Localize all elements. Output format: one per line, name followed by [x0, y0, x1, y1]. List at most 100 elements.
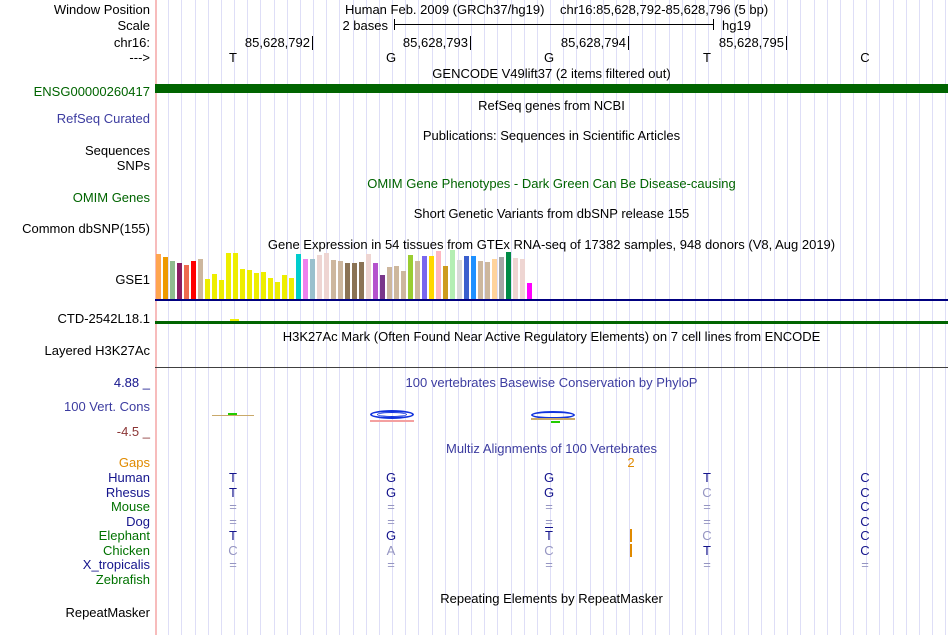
gtex-tissue-bar[interactable]: [436, 251, 441, 299]
direction-arrow: --->: [129, 50, 150, 65]
sequence-base: C: [860, 50, 870, 65]
gtex-tissue-bar[interactable]: [394, 266, 399, 299]
gencode-gene-label[interactable]: ENSG00000260417: [33, 84, 150, 99]
gtex-tissue-bar[interactable]: [247, 270, 252, 299]
multiz-aligned-base: =: [545, 557, 553, 572]
gtex-tissue-bar[interactable]: [240, 269, 245, 299]
gtex-tissue-bar[interactable]: [177, 263, 182, 299]
phylop-track-label[interactable]: 100 Vert. Cons: [64, 399, 150, 414]
gtex-tissue-bar[interactable]: [303, 259, 308, 299]
chrom-label[interactable]: chr16:: [113, 35, 150, 50]
gtex-tissue-bar[interactable]: [184, 265, 189, 299]
gtex-tissue-bar[interactable]: [268, 278, 273, 299]
multiz-species-label[interactable]: X_tropicalis: [82, 557, 150, 572]
gtex-tissue-bar[interactable]: [282, 275, 287, 299]
gtex-tissue-bar[interactable]: [408, 255, 413, 299]
gtex-tissue-bar[interactable]: [310, 259, 315, 299]
gtex-tissue-bar[interactable]: [520, 259, 525, 299]
gtex-tissue-bar[interactable]: [331, 260, 336, 299]
gtex-gene-label[interactable]: GSE1: [115, 272, 150, 287]
multiz-aligned-base: T: [703, 470, 711, 485]
gtex-tissue-bar[interactable]: [352, 263, 357, 299]
gtex-tissue-bar[interactable]: [429, 256, 434, 299]
snps-track-label[interactable]: SNPs: [116, 158, 150, 173]
multiz-track-title: Multiz Alignments of 100 Vertebrates: [445, 441, 657, 456]
gtex-tissue-bar[interactable]: [156, 254, 161, 299]
multiz-species-label[interactable]: Zebrafish: [95, 572, 150, 587]
multiz-species-label[interactable]: Dog: [126, 514, 150, 529]
grid-guideline: [471, 0, 473, 635]
multiz-species-label[interactable]: Mouse: [110, 499, 150, 514]
refseq-track-label[interactable]: RefSeq Curated: [56, 111, 150, 126]
gtex-tissue-bar[interactable]: [198, 259, 203, 299]
multiz-species-label[interactable]: Chicken: [103, 543, 150, 558]
ctd-transcript-line[interactable]: [155, 321, 948, 324]
grid-guideline: [168, 0, 170, 635]
gtex-tissue-bar[interactable]: [492, 259, 497, 299]
gtex-tissue-bar[interactable]: [233, 253, 238, 299]
gtex-tissue-bar[interactable]: [387, 267, 392, 299]
h3k27ac-track-label[interactable]: Layered H3K27Ac: [44, 343, 150, 358]
gtex-tissue-bar[interactable]: [261, 272, 266, 299]
gtex-tissue-bar[interactable]: [373, 263, 378, 299]
gtex-tissue-bar[interactable]: [275, 282, 280, 299]
scale-bar-right-tick: [713, 19, 714, 30]
gtex-tissue-bar[interactable]: [380, 275, 385, 299]
sequences-track-label[interactable]: Sequences: [84, 143, 150, 158]
dbsnp-track-label[interactable]: Common dbSNP(155): [22, 221, 150, 236]
gtex-tissue-bar[interactable]: [506, 252, 511, 299]
gtex-tissue-bar[interactable]: [254, 273, 259, 299]
gtex-tissue-bar[interactable]: [527, 283, 532, 299]
gtex-tissue-bar[interactable]: [513, 258, 518, 299]
grid-guideline: [220, 0, 222, 635]
gtex-tissue-bar[interactable]: [366, 254, 371, 299]
multiz-species-label[interactable]: Rhesus: [105, 485, 150, 500]
repeatmasker-track-label[interactable]: RepeatMasker: [65, 605, 150, 620]
gtex-tissue-bar[interactable]: [457, 260, 462, 299]
phylop-track-title: 100 vertebrates Basewise Conservation by…: [405, 375, 698, 390]
gtex-tissue-bar[interactable]: [345, 263, 350, 299]
gtex-tissue-bar[interactable]: [464, 256, 469, 299]
gtex-tissue-bar[interactable]: [163, 257, 168, 299]
gtex-tissue-bar[interactable]: [450, 250, 455, 299]
ctd-transcript-label[interactable]: CTD-2542L18.1: [57, 311, 151, 326]
multiz-gaps-label[interactable]: Gaps: [118, 455, 150, 470]
grid-guideline: [352, 0, 354, 635]
multiz-aligned-base: C: [544, 543, 554, 558]
gtex-tissue-bar[interactable]: [226, 253, 231, 299]
gtex-tissue-bar[interactable]: [317, 255, 322, 299]
assembly-title: Human Feb. 2009 (GRCh37/hg19): [345, 2, 545, 17]
gtex-tissue-bar[interactable]: [219, 280, 224, 299]
grid-guideline: [405, 0, 407, 635]
ruler-tick: [628, 36, 629, 50]
gtex-tissue-bar[interactable]: [499, 257, 504, 299]
gtex-tissue-bar[interactable]: [478, 261, 483, 299]
gencode-gene-bar[interactable]: [155, 84, 948, 93]
gtex-tissue-bar[interactable]: [324, 253, 329, 299]
grid-guideline: [747, 0, 749, 635]
omim-track-label[interactable]: OMIM Genes: [72, 190, 150, 205]
phylop-mark-1-line: [212, 415, 254, 416]
gtex-tissue-bar[interactable]: [338, 261, 343, 299]
gtex-tissue-bar[interactable]: [289, 278, 294, 299]
gtex-tissue-bar[interactable]: [485, 262, 490, 299]
gtex-tissue-bar[interactable]: [296, 254, 301, 299]
multiz-species-label[interactable]: Elephant: [98, 528, 150, 543]
grid-guideline: [773, 0, 775, 635]
gtex-tissue-bar[interactable]: [359, 262, 364, 299]
gtex-tissue-bar[interactable]: [191, 261, 196, 299]
gtex-tissue-bar[interactable]: [422, 256, 427, 299]
multiz-species-label[interactable]: Human: [108, 470, 150, 485]
grid-guideline: [299, 0, 301, 635]
gtex-tissue-bar[interactable]: [401, 271, 406, 299]
phylop-mark-2-ellipse: [370, 410, 414, 419]
grid-guideline: [326, 0, 328, 635]
gtex-tissue-bar[interactable]: [170, 261, 175, 299]
h3k27ac-zero-line: [155, 367, 948, 368]
gtex-tissue-bar[interactable]: [205, 279, 210, 299]
gtex-tissue-bar[interactable]: [212, 274, 217, 299]
gtex-tissue-bar[interactable]: [415, 261, 420, 299]
gtex-tissue-bar[interactable]: [443, 266, 448, 299]
gtex-tissue-bar[interactable]: [471, 256, 476, 299]
multiz-aligned-base: G: [385, 470, 397, 485]
